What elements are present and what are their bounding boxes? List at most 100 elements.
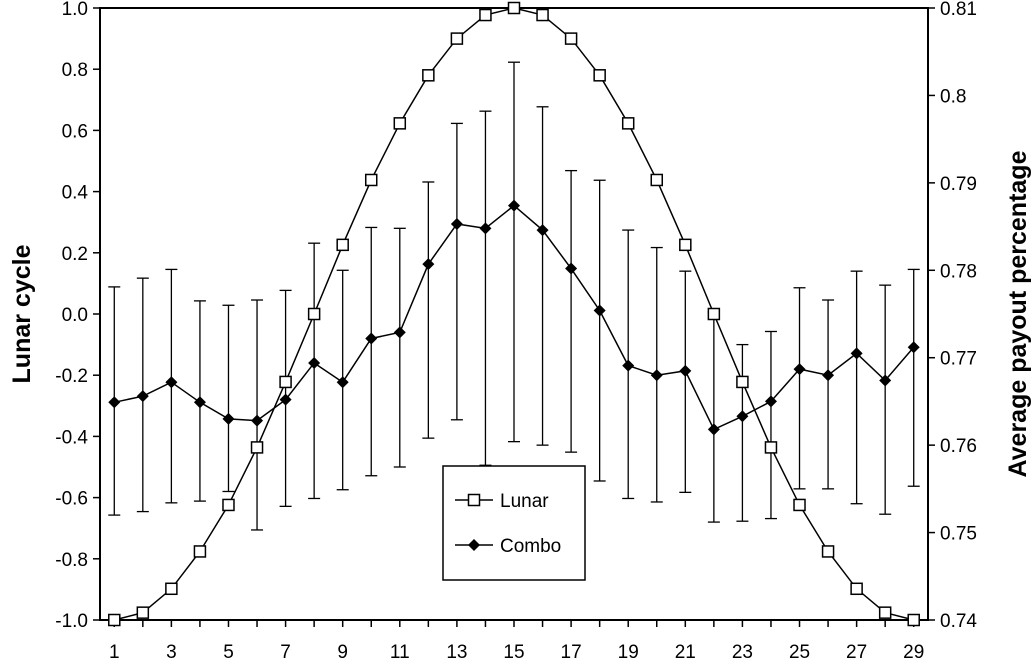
combo-point [508,199,520,212]
y-left-tick-label: 0.2 [62,244,88,265]
lunar-point [621,117,635,130]
x-tick-label: 29 [903,642,924,663]
x-tick-label: 11 [390,642,410,663]
combo-point [679,364,692,377]
x-tick-label: 23 [732,642,753,663]
combo-point [565,262,578,275]
lunar-point [422,69,435,82]
lunar-point [136,606,150,619]
lunar-point [650,173,664,187]
y-left-tick-label: 0.4 [62,183,89,204]
combo-point [622,359,635,372]
combo-point [536,224,549,237]
y-right-tick-label: 0.76 [940,436,977,457]
lunar-point [479,8,492,22]
lunar-point [821,545,835,558]
y-right-tick-label: 0.81 [940,0,977,20]
x-tick-label: 19 [618,642,639,663]
lunar-point [165,582,178,596]
lunar-point [393,117,407,130]
lunar-point [793,498,806,512]
combo-point [650,369,663,382]
lunar-point [450,32,464,45]
x-tick-label: 15 [503,642,524,663]
combo-point [393,326,406,339]
legend-lunar-label: Lunar [500,491,549,512]
combo-point [764,395,777,408]
x-tick-label: 13 [446,642,467,663]
combo-point [736,410,749,423]
y-left-tick-label: -0.2 [55,366,88,387]
lunar-point [108,613,121,627]
y-right-tick-label: 0.74 [940,611,977,632]
combo-point [593,304,606,317]
y-left-tick-label: 1.0 [62,0,88,20]
lunar-point [364,173,378,187]
lunar-point [764,441,778,454]
x-tick-label: 17 [561,642,582,663]
lunar-point [564,32,578,45]
lunar-point [878,606,892,619]
lunar-point [707,307,721,321]
lunar-point [193,545,207,558]
y-left-tick-label: 0.0 [62,305,88,326]
x-tick-label: 9 [337,642,348,663]
y-left-tick-label: -1.0 [55,611,88,632]
x-tick-label: 21 [675,642,696,663]
combo-point [450,217,463,230]
combo-point [336,376,349,389]
lunar-point [507,1,521,15]
y-right-tick-label: 0.8 [940,86,966,107]
lunar-point [336,238,349,252]
combo-point [707,423,720,436]
combo-point [308,356,321,369]
legend-lunar-marker [467,493,481,507]
legend-box [442,465,586,581]
combo-point [222,412,235,425]
combo-point [793,363,806,376]
combo-point [822,369,835,382]
combo-point [479,222,492,235]
combo-point [279,393,292,406]
lunar-point [222,498,235,512]
x-tick-label: 27 [846,642,867,663]
lunar-point [679,238,692,252]
lunar-point [279,375,292,389]
combo-point [165,376,178,389]
y-right-tick-label: 0.78 [940,261,977,282]
y-left-tick-label: 0.8 [62,60,88,81]
combo-point [422,258,435,271]
x-tick-label: 1 [109,642,120,663]
combo-point [193,396,206,409]
lunar-point [850,582,863,596]
y-left-tick-label: -0.6 [55,489,88,510]
y-right-axis-title: Average payout percentage [1004,150,1032,477]
legend-combo-marker [468,539,480,551]
lunar-point [593,69,606,82]
x-tick-label: 7 [280,642,291,663]
combo-point [365,332,378,345]
x-tick-label: 5 [223,642,234,663]
legend-combo-label: Combo [500,536,561,557]
plot-area: 1.0 0.8 0.6 0.4 0.2 0.0 -0.2 -0.4 -0.6 -0.8 -1.0 0.… [55,0,977,663]
y-left-tick-label: -0.8 [55,550,88,571]
y-left-axis-title: Lunar cycle [8,244,36,383]
x-tick-label: 25 [789,642,810,663]
y-left-tick-label: -0.4 [55,427,88,448]
y-right-tick-label: 0.79 [940,174,977,195]
y-right-tick-label: 0.75 [940,524,977,545]
lunar-point [907,613,920,627]
combo-point [879,374,892,387]
combo-point [850,347,863,360]
combo-point [108,396,121,409]
y-left-tick-label: 0.6 [62,121,88,142]
lunar-point [736,375,749,389]
lunar-point [536,8,549,22]
lunar-point [250,441,264,454]
combo-point [136,390,149,403]
x-tick-label: 3 [166,642,177,663]
lunar-point [307,307,321,321]
combo-point [907,341,920,354]
y-right-tick-label: 0.77 [940,349,977,370]
